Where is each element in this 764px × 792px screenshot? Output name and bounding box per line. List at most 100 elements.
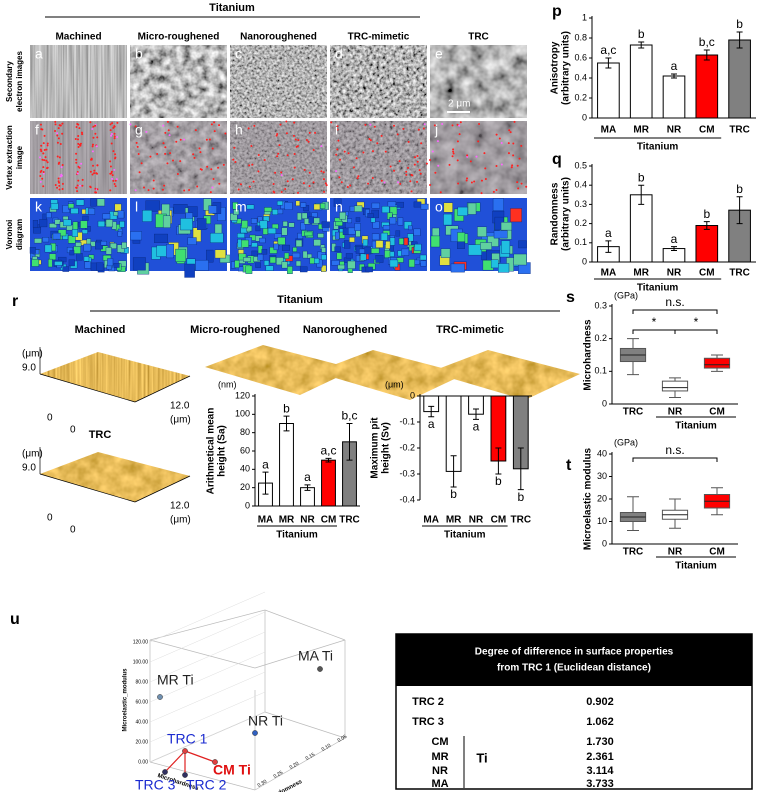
- point-label: MA Ti: [298, 648, 333, 664]
- vertex-point: [340, 181, 343, 184]
- vertex-point: [410, 173, 413, 176]
- vertex-point: [113, 132, 116, 135]
- z-grid: [149, 711, 266, 763]
- distance-line: [184, 750, 216, 763]
- voronoi-cell: [246, 204, 255, 210]
- error-bar: [605, 240, 612, 253]
- voronoi-cell: [267, 227, 277, 234]
- vertex-point: [233, 146, 236, 149]
- vertex-point: [113, 135, 116, 138]
- vertex-point: [167, 129, 170, 132]
- vertex-point: [109, 123, 112, 126]
- vertex-point: [367, 182, 370, 185]
- vertex-point: [437, 164, 440, 167]
- y-axis-label: Randomness: [550, 182, 561, 245]
- vertex-point: [285, 132, 288, 135]
- voronoi-cell: [500, 222, 512, 231]
- vertex-point: [109, 165, 112, 168]
- voronoi-cell: [42, 237, 50, 243]
- significance-letter: b: [517, 490, 524, 504]
- vertex-point: [179, 138, 182, 141]
- y-tick-label: 30: [597, 471, 607, 481]
- panel-letter: j: [434, 122, 438, 138]
- vertex-point: [91, 128, 94, 131]
- y-tick-label: 0: [602, 538, 607, 548]
- vertex-point: [42, 170, 45, 173]
- vertex-point: [441, 122, 444, 125]
- significance-letter: a,c: [600, 43, 616, 57]
- y-tick-label: -0.3: [399, 468, 415, 478]
- vertex-point: [95, 145, 98, 148]
- voronoi-cell: [82, 215, 89, 221]
- vertex-point: [413, 163, 416, 166]
- afm-group-title: Titanium: [277, 294, 323, 306]
- vertex-point: [507, 142, 510, 145]
- vertex-point: [380, 134, 383, 137]
- voronoi-cell: [501, 240, 511, 254]
- vertex-point: [284, 187, 287, 190]
- frame-line: [149, 609, 266, 641]
- z-grid: [149, 671, 266, 723]
- vertex-point: [517, 187, 520, 190]
- y-tick-label: 0: [410, 390, 415, 400]
- bar: [321, 459, 336, 507]
- vertex-point: [253, 124, 256, 127]
- vertex-point: [45, 148, 48, 151]
- vertex-point: [39, 175, 42, 178]
- vertex-point: [57, 162, 60, 165]
- row-label: electron images: [15, 50, 24, 111]
- voronoi-cell: [337, 264, 345, 270]
- vertex-point: [297, 191, 300, 194]
- whisker: [627, 361, 639, 376]
- vertex-point: [335, 170, 338, 173]
- whisker: [711, 508, 723, 516]
- vertex-point: [525, 185, 528, 188]
- vertex-point: [507, 152, 510, 155]
- vertex-point: [439, 191, 442, 194]
- row-label: CM: [431, 736, 448, 748]
- significance-letter: b: [638, 170, 645, 184]
- voronoi-cell: [321, 254, 327, 261]
- y-tick-label: 20: [597, 493, 607, 503]
- frame-line: [149, 761, 256, 791]
- voronoi-cell: [109, 242, 117, 249]
- vertex-point: [171, 159, 174, 162]
- sem-image: [130, 45, 227, 118]
- voronoi-cell: [95, 241, 103, 250]
- voronoi-cell: [263, 260, 270, 266]
- vertex-point: [56, 134, 59, 137]
- voronoi-cell: [49, 223, 57, 229]
- vertex-point: [81, 133, 84, 136]
- afm-axis: [39, 373, 136, 403]
- voronoi-cell: [510, 208, 523, 223]
- voronoi-cell: [97, 220, 105, 228]
- vertex-tint: [430, 121, 527, 194]
- voronoi-cell: [88, 208, 96, 215]
- vertex-point: [312, 149, 315, 152]
- vertex-point: [349, 184, 352, 187]
- vertex-point: [91, 173, 94, 176]
- voronoi-cell: [492, 198, 504, 211]
- vertex-point: [405, 173, 408, 176]
- frame-line: [149, 639, 256, 669]
- vertex-point: [376, 142, 379, 145]
- voronoi-cell: [375, 240, 384, 249]
- voronoi-cell: [217, 207, 226, 221]
- vertex-point: [416, 160, 419, 163]
- vertex-point: [46, 161, 49, 164]
- significance-label: *: [652, 315, 657, 329]
- vertex-point: [76, 190, 79, 193]
- voronoi-cell: [513, 253, 527, 266]
- error-bar: [605, 57, 612, 69]
- x-tick-label: MA: [601, 125, 617, 136]
- vertex-point: [480, 192, 483, 195]
- vertex-point: [456, 140, 459, 143]
- vertex-point: [42, 185, 45, 188]
- x-tick-label: TRC: [729, 268, 750, 279]
- vertex-point: [94, 187, 97, 190]
- vertex-point: [205, 138, 208, 141]
- table-header: [396, 634, 752, 686]
- voronoi-cell: [282, 244, 290, 251]
- vertex-point: [484, 177, 487, 180]
